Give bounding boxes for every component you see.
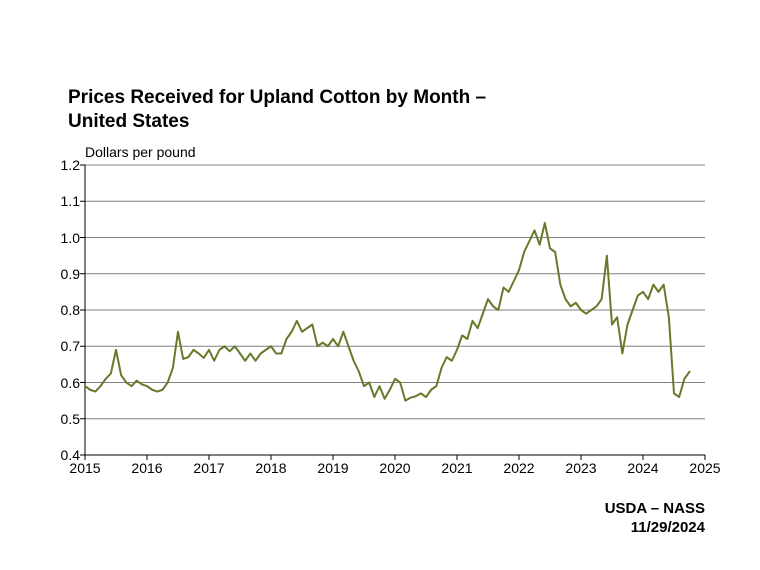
y-tick-label: 0.6 <box>50 375 80 391</box>
y-axis-label: Dollars per pound <box>85 144 196 160</box>
line-chart-svg <box>85 165 705 455</box>
x-tick-label: 2025 <box>680 460 730 476</box>
chart-title-line1: Prices Received for Upland Cotton by Mon… <box>68 87 486 108</box>
chart-title: Prices Received for Upland Cotton by Mon… <box>68 86 486 134</box>
chart-title-line2: United States <box>68 111 189 132</box>
source-block: USDA – NASS 11/29/2024 <box>605 500 705 538</box>
y-tick-label: 1.1 <box>50 193 80 209</box>
x-tick-label: 2015 <box>60 460 110 476</box>
x-tick-label: 2018 <box>246 460 296 476</box>
y-tick-label: 0.9 <box>50 266 80 282</box>
price-line-series <box>85 223 690 401</box>
x-tick-label: 2016 <box>122 460 172 476</box>
plot-area <box>85 165 705 455</box>
y-tick-label: 1.0 <box>50 230 80 246</box>
source-org: USDA – NASS <box>605 500 705 517</box>
x-tick-label: 2020 <box>370 460 420 476</box>
source-date: 11/29/2024 <box>631 519 705 536</box>
y-tick-label: 0.7 <box>50 338 80 354</box>
x-tick-label: 2019 <box>308 460 358 476</box>
y-tick-label: 0.8 <box>50 302 80 318</box>
x-tick-label: 2023 <box>556 460 606 476</box>
x-tick-label: 2021 <box>432 460 482 476</box>
x-tick-label: 2022 <box>494 460 544 476</box>
x-tick-label: 2017 <box>184 460 234 476</box>
x-tick-label: 2024 <box>618 460 668 476</box>
y-tick-label: 0.5 <box>50 411 80 427</box>
y-tick-label: 1.2 <box>50 157 80 173</box>
